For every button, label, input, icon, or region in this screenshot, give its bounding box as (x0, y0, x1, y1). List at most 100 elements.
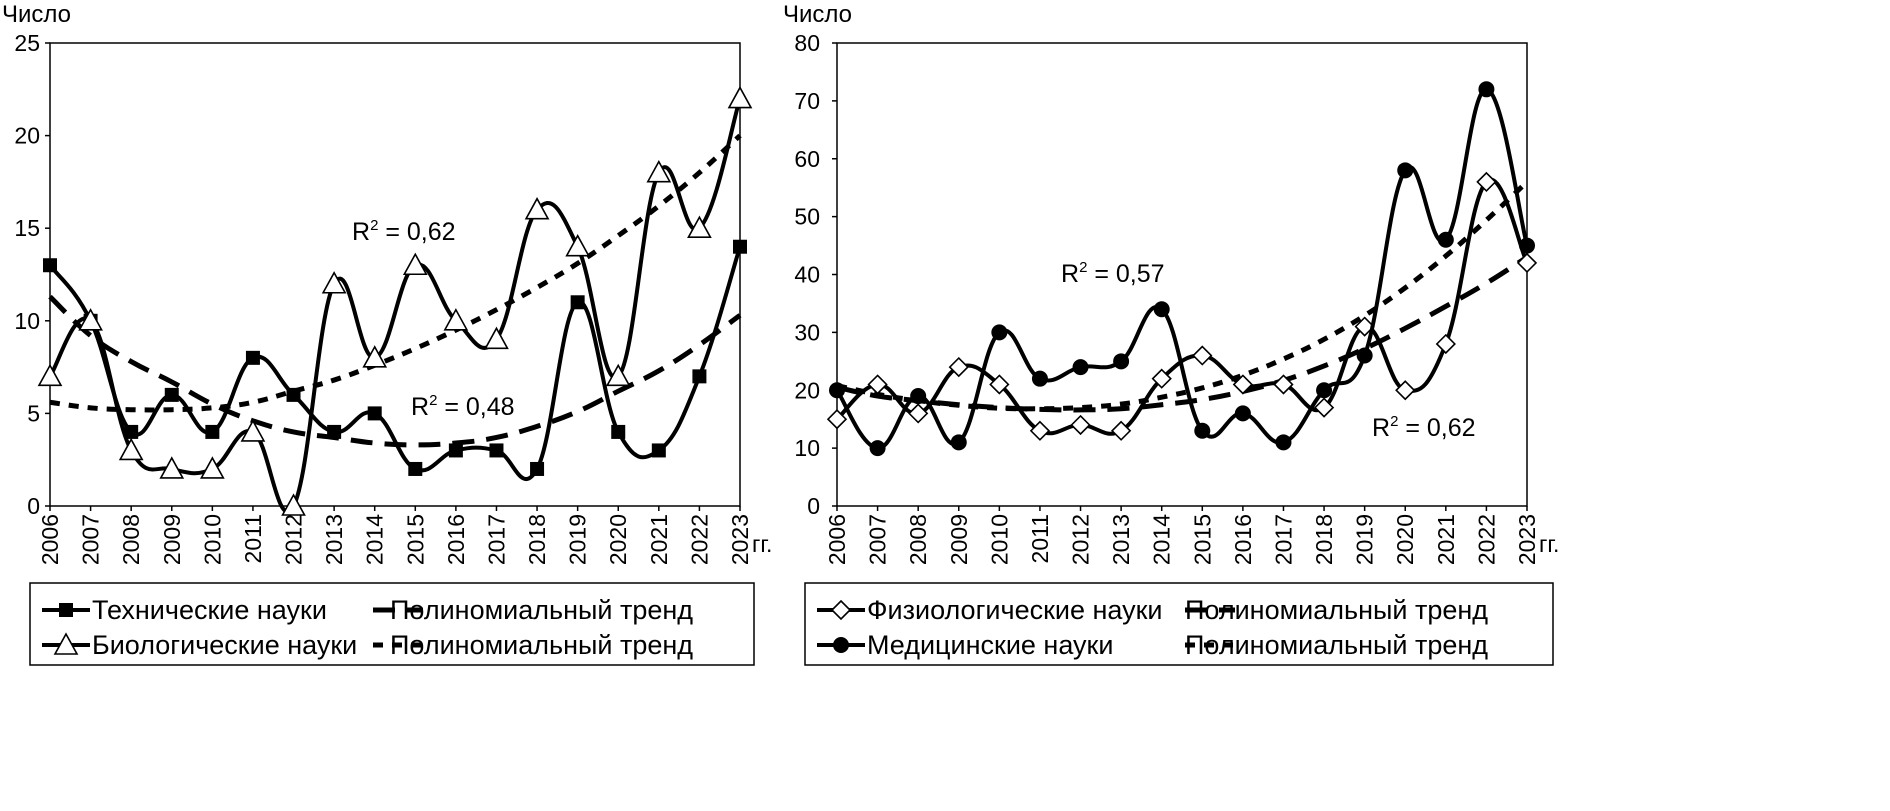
data-point-1 (164, 387, 179, 402)
y-tick-label: 70 (794, 88, 820, 114)
data-point-2 (1113, 353, 1130, 370)
plot-area (49, 42, 741, 507)
data-point-1 (448, 443, 463, 458)
legend-series-label: Технические науки (92, 595, 327, 625)
legend: Физиологические науки Полиномиальный трен… (804, 582, 1554, 666)
y-tick-label: 10 (794, 435, 820, 461)
data-point-2 (605, 363, 631, 387)
data-point-1 (1395, 380, 1416, 401)
data-point-1 (733, 239, 747, 254)
x-tick-label: 2017 (1270, 514, 1296, 565)
y-tick-label: 0 (807, 493, 820, 519)
legend-box (804, 582, 1554, 666)
x-tick-label: 2017 (483, 514, 509, 565)
legend-trend-label: Полиномиальный тренд (1185, 595, 1488, 625)
data-point-1 (530, 461, 545, 476)
data-point-2 (1194, 422, 1211, 439)
r-squared-annotation: R2 = 0,57 (1061, 259, 1165, 288)
x-tick-label: 2011 (240, 514, 266, 563)
data-point-2 (910, 388, 927, 405)
y-tick-label: 60 (794, 146, 820, 172)
data-point-1 (1070, 414, 1091, 436)
legend-trend-label: Полиномиальный тренд (1185, 630, 1488, 660)
x-tick-label: 2016 (1230, 514, 1256, 565)
data-point-2 (1234, 405, 1251, 422)
data-point-2 (565, 234, 591, 257)
data-point-2 (1397, 162, 1414, 179)
legend-box (29, 582, 755, 666)
data-point-1 (826, 409, 848, 430)
data-point-2 (1031, 370, 1048, 387)
x-tick-label: 2019 (1352, 514, 1378, 565)
chart-1: Число 0 5 10 15 20 25 2006 2007 2008 2009 2010 2011 2… (2, 1, 772, 666)
legend-marker (59, 603, 73, 617)
data-point-2 (484, 326, 509, 350)
data-point-1 (1435, 333, 1456, 355)
data-point-1 (651, 443, 666, 458)
y-tick-label: 25 (14, 30, 40, 56)
x-tick-label: 2006 (824, 514, 850, 565)
y-tick-label: 5 (27, 400, 40, 426)
x-tick-label: 2012 (281, 514, 307, 565)
trend-line-2 (836, 180, 1529, 412)
data-point-1 (205, 424, 220, 439)
y-tick-label: 80 (794, 30, 820, 56)
data-point-1 (1516, 252, 1538, 274)
y-axis-label: Число (783, 1, 852, 28)
data-point-2 (869, 440, 886, 457)
trend-line-2 (49, 133, 742, 413)
data-point-2 (1437, 231, 1454, 248)
x-tick-label: 2006 (37, 514, 63, 565)
legend-series-label: Биологические науки (92, 630, 357, 660)
x-tick-label: 2020 (1392, 514, 1418, 565)
x-tick-label: 2015 (1189, 514, 1215, 565)
data-point-1 (43, 258, 57, 273)
x-tick-label: 2021 (646, 514, 672, 565)
x-tick-label: 2023 (727, 514, 753, 565)
y-tick-label: 40 (794, 262, 820, 288)
data-point-1 (489, 443, 504, 458)
data-point-2 (829, 382, 845, 399)
legend-series-label: Медицинские науки (867, 630, 1113, 660)
data-point-1 (1476, 171, 1497, 193)
data-point-2 (443, 308, 469, 331)
data-point-2 (646, 159, 672, 183)
data-point-2 (950, 434, 967, 451)
x-tick-label: 2009 (946, 514, 972, 565)
legend-marker (53, 632, 79, 655)
data-point-2 (1153, 301, 1170, 318)
legend: Технические науки Полиномиальный тренд Био… (29, 582, 755, 666)
y-axis-label: Число (2, 1, 71, 28)
data-point-2 (78, 308, 103, 331)
x-tick-label: 2014 (362, 514, 388, 565)
x-tick-label: 2008 (118, 514, 144, 565)
data-point-1 (124, 424, 139, 439)
y-tick-label: 0 (27, 493, 40, 519)
legend-trend-label: Полиномиальный тренд (390, 595, 693, 625)
data-point-2 (1072, 359, 1089, 376)
data-point-1 (1192, 345, 1213, 366)
y-tick-label: 20 (794, 377, 820, 403)
data-point-1 (692, 369, 707, 384)
data-point-1 (1151, 368, 1172, 389)
data-point-1 (611, 424, 626, 439)
x-tick-label: 2012 (1068, 514, 1094, 565)
data-point-1 (1232, 374, 1254, 395)
x-tick-label: 2018 (1311, 514, 1337, 565)
data-point-2 (687, 215, 712, 238)
r-squared-annotation: R2 = 0,48 (411, 392, 515, 421)
x-tick-label: 2020 (605, 514, 631, 565)
data-point-2 (1275, 434, 1292, 451)
data-point-1 (570, 295, 585, 310)
x-tick-label: 2018 (524, 514, 550, 565)
legend-series-label: Физиологические науки (867, 595, 1163, 625)
chart-2: Число 0 10 20 30 40 50 60 70 80 2006 2007 2008 2009 20… (783, 1, 1559, 666)
data-point-2 (524, 197, 550, 220)
data-point-2 (321, 271, 347, 294)
legend-marker (833, 637, 849, 653)
x-tick-label: 2016 (443, 514, 469, 565)
y-tick-label: 20 (14, 123, 40, 149)
x-tick-label: 2022 (1473, 514, 1499, 565)
series-line-1 (835, 177, 1529, 436)
